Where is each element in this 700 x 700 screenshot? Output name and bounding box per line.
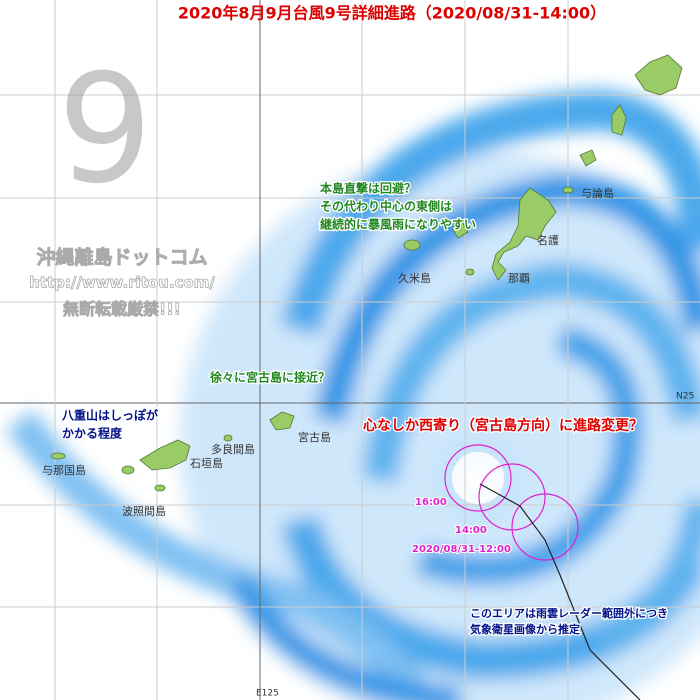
- annotation: 心なしか西寄り（宮古島方向）に進路変更？: [363, 417, 643, 434]
- title: 2020年8月9月台風9号詳細進路（2020/08/31-14:00）: [178, 4, 606, 23]
- place-label: 石垣島: [190, 456, 223, 470]
- track-label: 16:00: [415, 497, 447, 508]
- annotation: 気象衛星画像から推定: [470, 622, 580, 636]
- place-label: 多良間島: [211, 442, 255, 456]
- watermark-url: http://www.ritou.com/: [29, 274, 215, 292]
- annotation: 本島直撃は回避？: [320, 181, 416, 196]
- annotation: その代わり中心の東側は: [320, 199, 452, 214]
- watermark-notice: 無断転載厳禁!!!: [63, 300, 181, 319]
- place-label: 名護: [537, 233, 559, 247]
- eye: [452, 452, 504, 504]
- place-label: 与論島: [581, 186, 614, 200]
- place-label: 波照間島: [122, 504, 166, 518]
- lon-label: E125: [256, 689, 279, 699]
- annotation: かかる程度: [62, 426, 123, 441]
- cloud-swirl: [6, 89, 700, 700]
- place-label: 久米島: [398, 271, 431, 285]
- annotation: このエリアは雨雲レーダー範囲外につき: [470, 606, 668, 620]
- place-label: 那覇: [508, 272, 530, 285]
- track-line: [479, 483, 641, 700]
- lat-label: N25: [676, 392, 694, 402]
- place-label: 与那国島: [42, 463, 86, 477]
- watermark-number: 9: [57, 43, 152, 217]
- track-label: 2020/08/31-12:00: [412, 544, 511, 555]
- islands: [50, 54, 683, 492]
- watermark-site: 沖縄離島ドットコム: [36, 246, 207, 269]
- track-label: 14:00: [455, 525, 487, 536]
- annotation: 継続的に暴風雨になりやすい: [320, 217, 476, 232]
- annotation: 八重山はしっぽが: [61, 408, 158, 423]
- annotation: 徐々に宮古島に接近？: [209, 370, 330, 385]
- forecast-circles: [444, 444, 579, 561]
- place-label: 宮古島: [298, 430, 331, 444]
